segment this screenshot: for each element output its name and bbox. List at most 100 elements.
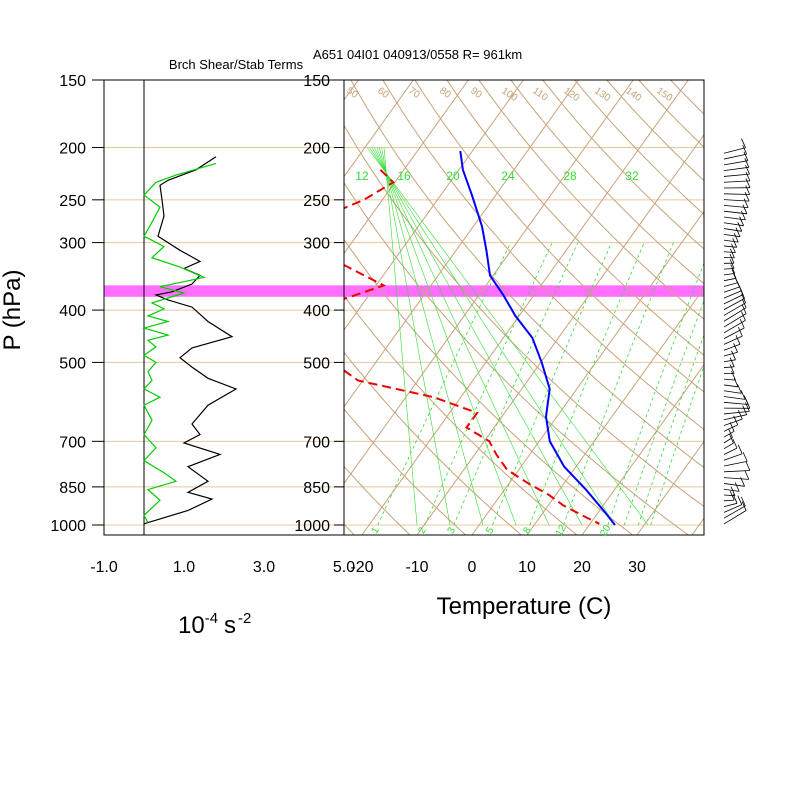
- adiabat-label: 110: [530, 85, 550, 103]
- mixing-ratio-lower-label: 2: [416, 525, 429, 536]
- wind-barb-shaft: [723, 504, 742, 513]
- wind-barb-shaft: [723, 166, 749, 172]
- wind-barb-flag: [729, 433, 734, 444]
- wind-barb-flag: [739, 216, 744, 226]
- wind-barb-flag: [731, 350, 736, 360]
- dry-adiabat-line: [344, 181, 690, 535]
- wind-barb-shaft: [723, 210, 747, 215]
- wind-barb-shaft: [723, 222, 744, 227]
- left-x-tick-label: 1.0: [173, 559, 195, 576]
- wind-barb-flag: [744, 158, 750, 168]
- left-y-tick-label: 850: [59, 480, 86, 497]
- mixing-ratio-lower-label: 5: [484, 525, 497, 536]
- shear-stability-panel: 150 200 250 300 400 500 700 850 1000 -1.0 1.0 3.0 5…: [0, 57, 355, 639]
- isotherm-line: [0, 80, 193, 535]
- wind-barb-shaft: [723, 173, 750, 177]
- wind-barb-flag: [729, 254, 735, 264]
- right-x-tick-label: 20: [573, 559, 591, 576]
- left-x-tick-label: 3.0: [253, 559, 275, 576]
- wind-barb-flag: [741, 138, 746, 148]
- wind-barb-flag: [742, 452, 748, 462]
- wind-barb-flag: [733, 377, 739, 387]
- left-x-tick-labels: -1.0 1.0 3.0 5.0: [90, 559, 355, 576]
- wind-barb-shaft: [723, 239, 739, 243]
- wind-barb-flag: [743, 198, 749, 208]
- mixing-ratio-lower-label: 20: [598, 523, 613, 539]
- stability-term-line: [141, 162, 217, 523]
- adiabat-label: 150: [654, 85, 674, 104]
- wind-barb-shaft: [723, 286, 740, 293]
- wind-barb-flag: [732, 494, 738, 504]
- wind-barb-flag: [740, 477, 745, 487]
- wind-barb-flag: [729, 357, 735, 367]
- adiabat-label: 90: [468, 85, 484, 101]
- mixing-ratio-lower-label: 8: [521, 525, 534, 536]
- mixing-ratio-upper-label: 32: [625, 169, 639, 183]
- dewpoint-profile: [344, 169, 600, 525]
- dry-adiabat-line: [382, 80, 704, 431]
- dry-adiabat-line: [344, 465, 411, 535]
- left-x-tick-label: -1.0: [90, 559, 118, 576]
- mixing-ratio-upper-label: 20: [446, 169, 460, 183]
- right-x-tick-label: -20: [350, 559, 373, 576]
- wind-barb-flag: [733, 343, 738, 353]
- mixing-ratio-line: [623, 299, 704, 526]
- isotherm-line: [361, 80, 689, 535]
- wind-barb-flag: [732, 238, 738, 248]
- shear-term-line: [143, 156, 238, 525]
- wind-barb-shaft: [723, 193, 750, 195]
- mixing-ratio-line: [492, 242, 612, 526]
- wind-barb-shaft: [723, 366, 735, 368]
- dry-adiabat-line: [344, 408, 467, 535]
- right-y-tick-label: 700: [303, 434, 330, 451]
- wind-barb-flag: [745, 461, 751, 471]
- wind-barb-flag: [737, 495, 743, 505]
- wind-barb-shaft: [723, 418, 743, 426]
- wind-barb-shaft: [723, 233, 741, 238]
- wind-barb-shaft: [723, 307, 747, 322]
- dry-adiabat-line: [344, 295, 578, 535]
- mixing-ratio-upper-label: 28: [563, 169, 577, 183]
- left-y-tick-label: 700: [59, 434, 86, 451]
- dry-adiabat-line: [344, 124, 704, 508]
- moist-adiabat-line: [381, 147, 451, 526]
- wind-barb-flag: [737, 222, 743, 232]
- wind-barb-flag: [745, 185, 751, 195]
- left-y-tick-labels: 150 200 250 300 400 500 700 850 1000: [50, 73, 86, 535]
- moist-adiabat-line: [371, 147, 583, 526]
- wind-barb-shaft: [723, 505, 746, 519]
- adiabat-label: 130: [592, 85, 612, 104]
- wind-barb-shaft: [723, 390, 742, 394]
- dry-adiabat-line: [60, 64, 300, 537]
- right-x-tick-labels: -20 -10 0 10 20 30: [350, 559, 646, 576]
- wind-barb-shaft: [723, 245, 737, 248]
- moist-adiabat-line: [376, 147, 517, 526]
- mixing-ratio-lower-label: 12: [554, 523, 569, 539]
- wind-barb-shaft: [723, 298, 745, 311]
- adiabat-label: 60: [375, 85, 391, 101]
- wind-barb-shaft: [723, 453, 743, 461]
- wind-barb-flag: [744, 191, 750, 202]
- right-x-axis-label: Temperature (C): [437, 593, 612, 620]
- wind-barb-flag: [741, 311, 746, 321]
- wind-barb-flag: [732, 438, 738, 449]
- dry-adiabat-line: [718, 64, 800, 537]
- dry-adiabat-line: [510, 80, 704, 285]
- wind-barb-flag: [729, 259, 735, 269]
- wind-barb-shaft: [723, 510, 747, 525]
- left-y-tick-label: 250: [59, 193, 86, 210]
- mixing-ratio-line: [563, 242, 674, 526]
- isotherm-line: [526, 287, 704, 535]
- wind-barb-shaft: [723, 396, 746, 400]
- mixing-ratio-line: [607, 262, 704, 526]
- wind-barb-shaft: [723, 359, 736, 363]
- adiabat-lines: [60, 64, 800, 537]
- right-y-tick-label: 200: [303, 140, 330, 157]
- right-y-tick-label: 300: [303, 236, 330, 253]
- wind-barb-shaft: [723, 290, 742, 299]
- wind-barb-shaft: [723, 153, 747, 160]
- right-panel-frame: [343, 79, 705, 536]
- wind-barb-flag: [740, 496, 746, 507]
- wind-barb-flag: [742, 144, 748, 155]
